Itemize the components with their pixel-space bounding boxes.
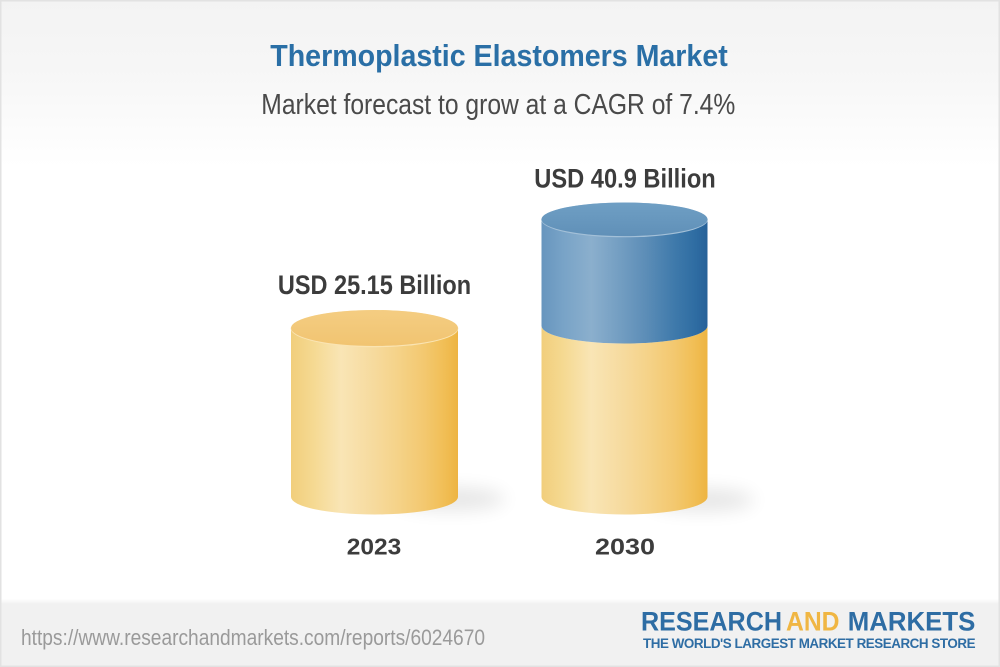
svg-text:USD 25.15 Billion: USD 25.15 Billion bbox=[278, 270, 471, 300]
svg-text:2030: 2030 bbox=[595, 534, 655, 560]
svg-text:THE WORLD'S LARGEST MARKET RES: THE WORLD'S LARGEST MARKET RESEARCH STOR… bbox=[643, 636, 976, 651]
svg-text:RESEARCH: RESEARCH bbox=[641, 606, 782, 636]
svg-text:Thermoplastic Elastomers Marke: Thermoplastic Elastomers Market bbox=[270, 38, 728, 73]
svg-text:2023: 2023 bbox=[347, 534, 402, 560]
svg-text:AND: AND bbox=[786, 606, 840, 636]
svg-text:Market forecast to grow at a C: Market forecast to grow at a CAGR of 7.4… bbox=[261, 89, 735, 121]
svg-text:https://www.researchandmarkets: https://www.researchandmarkets.com/repor… bbox=[21, 625, 485, 650]
svg-text:USD 40.9 Billion: USD 40.9 Billion bbox=[534, 164, 716, 194]
svg-text:MARKETS: MARKETS bbox=[848, 606, 976, 636]
